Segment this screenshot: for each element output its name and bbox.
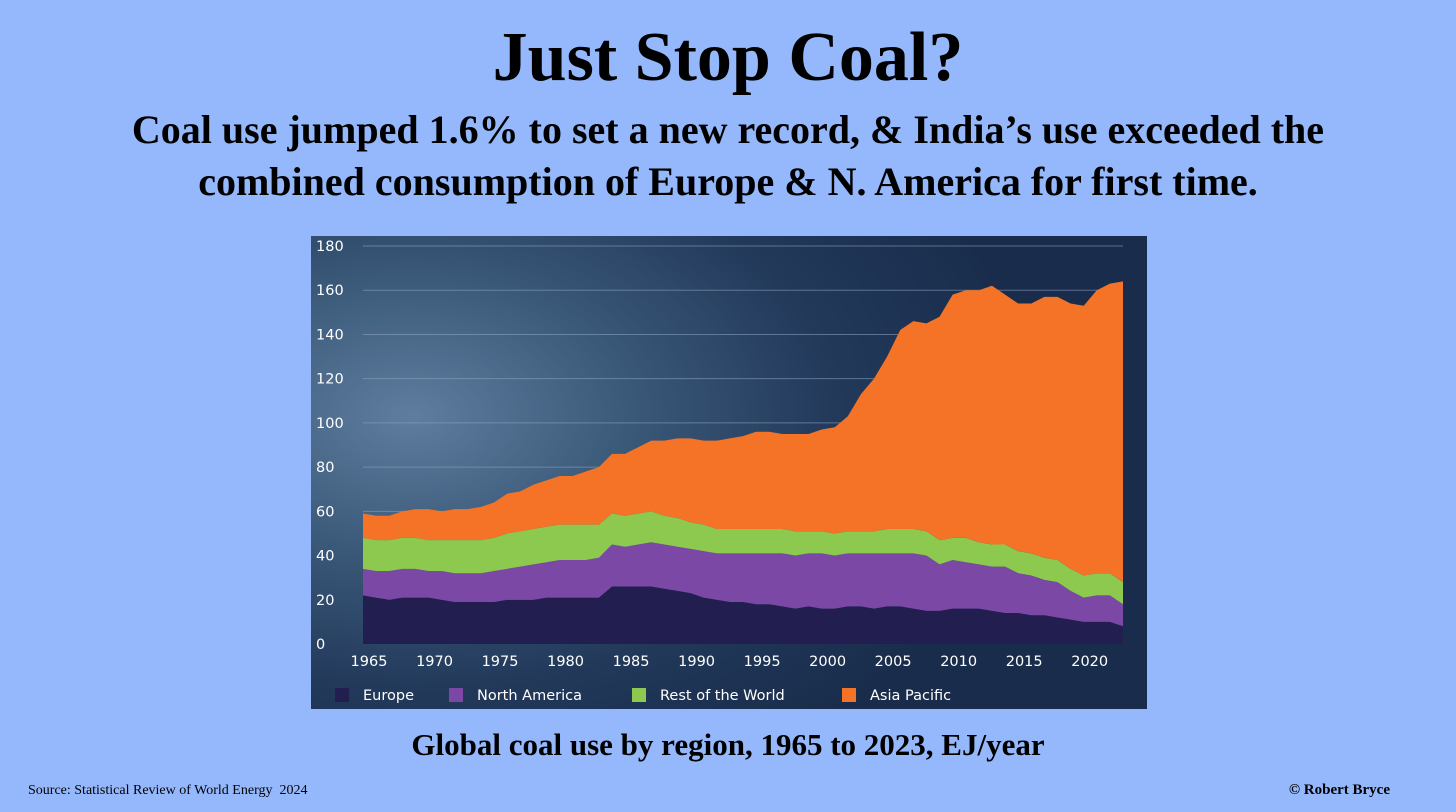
y-axis-ticks: 0 20 40 60 80 100 120 140 160 180 (316, 239, 344, 653)
x-tick-label: 1965 (351, 654, 388, 670)
copyright-credit: © Robert Bryce (1288, 782, 1390, 798)
legend-item-rest-of-the-world: Rest of the World (632, 688, 785, 704)
x-axis-ticks: 1965 1970 1975 1980 1985 1990 1995 2000 2005 2010… (351, 654, 1109, 670)
legend-label: Europe (363, 688, 414, 704)
chart-panel: 0 20 40 60 80 100 120 140 160 180 1965 1970 1975 1980… (311, 236, 1147, 709)
y-tick-label: 40 (316, 549, 334, 565)
area-europe (363, 586, 1123, 644)
x-tick-label: 2015 (1006, 654, 1043, 670)
page-subtitle: Coal use jumped 1.6% to set a new record… (0, 104, 1456, 208)
legend-swatch (335, 688, 349, 702)
area-rest-of-the-world (363, 511, 1123, 605)
y-tick-label: 0 (316, 637, 325, 653)
y-tick-label: 20 (316, 593, 334, 609)
y-tick-label: 100 (316, 416, 344, 432)
x-tick-label: 1995 (744, 654, 781, 670)
y-tick-label: 120 (316, 372, 344, 388)
legend-item-europe: Europe (335, 688, 414, 704)
y-tick-label: 160 (316, 283, 344, 299)
chart-caption: Global coal use by region, 1965 to 2023,… (411, 727, 1045, 762)
source-note: Source: Statistical Review of World Ener… (28, 783, 308, 798)
x-tick-label: 2000 (809, 654, 846, 670)
x-tick-label: 1975 (482, 654, 519, 670)
x-tick-label: 1985 (613, 654, 650, 670)
area-north-america (363, 542, 1123, 627)
legend-label: Asia Pacific (870, 688, 951, 704)
y-tick-label: 80 (316, 460, 334, 476)
x-tick-label: 1970 (416, 654, 453, 670)
page-title: Just Stop Coal? (492, 19, 964, 96)
legend-swatch (842, 688, 856, 702)
x-tick-label: 2020 (1071, 654, 1108, 670)
x-tick-label: 1990 (678, 654, 715, 670)
legend-swatch (632, 688, 646, 702)
legend-label: Rest of the World (660, 688, 785, 704)
legend-item-north-america: North America (449, 688, 582, 704)
y-tick-label: 180 (316, 239, 344, 255)
legend-swatch (449, 688, 463, 702)
subtitle-line-1: Coal use jumped 1.6% to set a new record… (131, 107, 1325, 152)
area-asia-pacific (363, 281, 1123, 583)
x-tick-label: 2005 (875, 654, 912, 670)
legend: Europe North America Rest of the World Asia… (335, 688, 951, 704)
legend-label: North America (477, 688, 582, 704)
subtitle-line-2: combined consumption of Europe & N. Amer… (198, 159, 1258, 204)
x-tick-label: 2010 (940, 654, 977, 670)
stacked-areas (363, 281, 1123, 644)
x-tick-label: 1980 (547, 654, 584, 670)
y-tick-label: 60 (316, 504, 334, 520)
area-chart: 0 20 40 60 80 100 120 140 160 180 1965 1970 1975 1980… (316, 239, 1123, 704)
y-tick-label: 140 (316, 327, 344, 343)
legend-item-asia-pacific: Asia Pacific (842, 688, 951, 704)
